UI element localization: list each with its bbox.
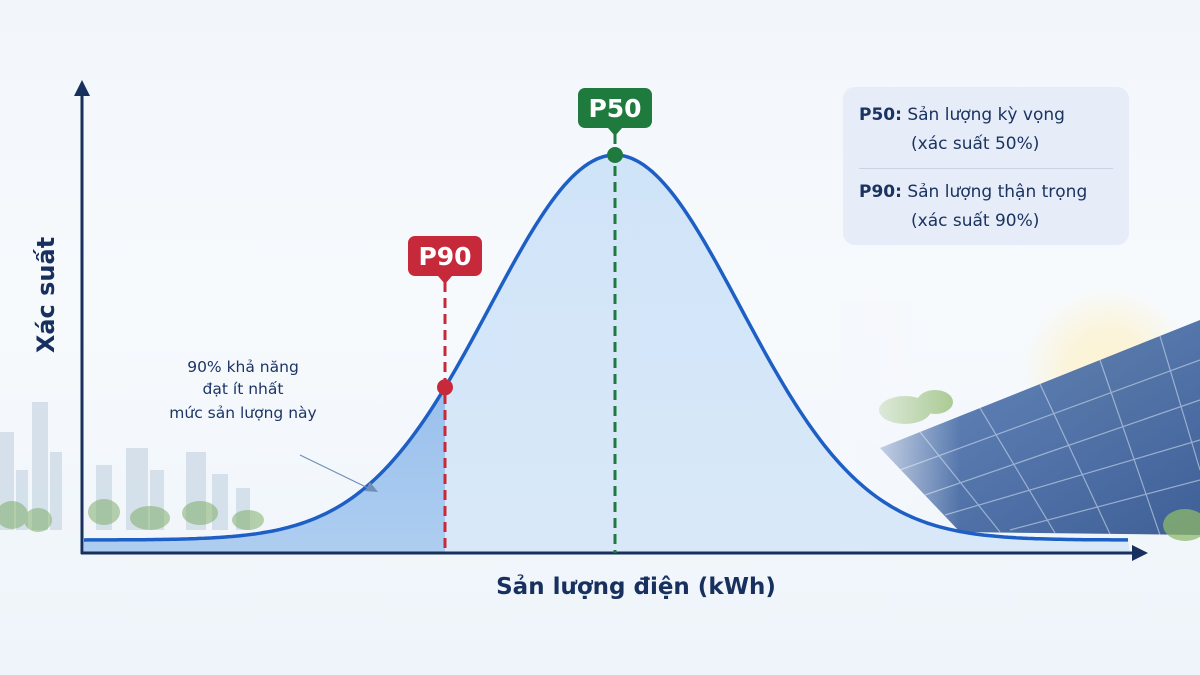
solar-panels xyxy=(840,287,1200,550)
p90-tag xyxy=(408,236,482,276)
legend-sub-p90: (xác suất 90%) xyxy=(911,211,1040,231)
axes xyxy=(74,80,1148,561)
tree-line xyxy=(0,499,264,532)
annotation-line-3: mức sản lượng này xyxy=(169,404,316,422)
p90-annotation: 90% khả năng đạt ít nhất mức sản lượng n… xyxy=(169,358,378,492)
legend-sub-p50: (xác suất 50%) xyxy=(911,134,1040,154)
annotation-arrow xyxy=(299,454,369,489)
p50-tag xyxy=(578,88,652,128)
legend-divider xyxy=(859,168,1113,169)
distribution-area xyxy=(83,153,1130,553)
p50-tag-pointer xyxy=(608,128,622,136)
legend-key-p90: P90: xyxy=(859,182,902,202)
distribution-curve xyxy=(83,153,1128,542)
annotation-arrowhead xyxy=(365,482,378,492)
legend-text-p50: Sản lượng kỳ vọng xyxy=(907,105,1065,125)
p90-tag-pointer xyxy=(438,276,452,284)
p50-tag-label: P50 xyxy=(588,94,641,123)
x-axis-label: Sản lượng điện (kWh) xyxy=(496,574,776,600)
p90-tag-label: P90 xyxy=(418,242,471,271)
area-fill xyxy=(84,155,1130,553)
y-axis-arrow xyxy=(74,80,90,96)
p90-point xyxy=(437,379,453,396)
p50-point xyxy=(607,147,623,163)
x-axis-arrow xyxy=(1132,545,1148,561)
p90-tail-fill xyxy=(84,387,445,553)
legend-text-p90: Sản lượng thận trọng xyxy=(907,182,1088,202)
legend-key-p50: P50: xyxy=(859,105,902,125)
y-axis-label: Xác suất xyxy=(32,237,60,353)
annotation-line-2: đạt ít nhất xyxy=(203,380,284,398)
legend-item-p50: P50: Sản lượng kỳ vọng (xác suất 50%) xyxy=(859,101,1113,159)
annotation-line-1: 90% khả năng xyxy=(187,358,299,376)
legend: P50: Sản lượng kỳ vọng (xác suất 50%) P9… xyxy=(843,87,1129,245)
percentile-markers: P90 P50 xyxy=(408,88,652,553)
legend-item-p90: P90: Sản lượng thận trọng (xác suất 90%) xyxy=(859,178,1113,236)
